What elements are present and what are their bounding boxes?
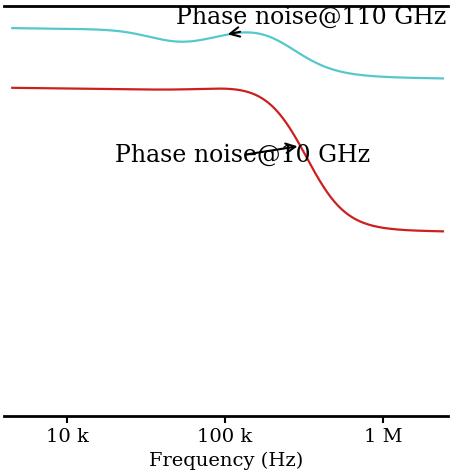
Text: Phase noise@10 GHz: Phase noise@10 GHz bbox=[115, 144, 371, 166]
X-axis label: Frequency (Hz): Frequency (Hz) bbox=[149, 452, 303, 470]
Text: Phase noise@110 GHz: Phase noise@110 GHz bbox=[176, 5, 446, 36]
